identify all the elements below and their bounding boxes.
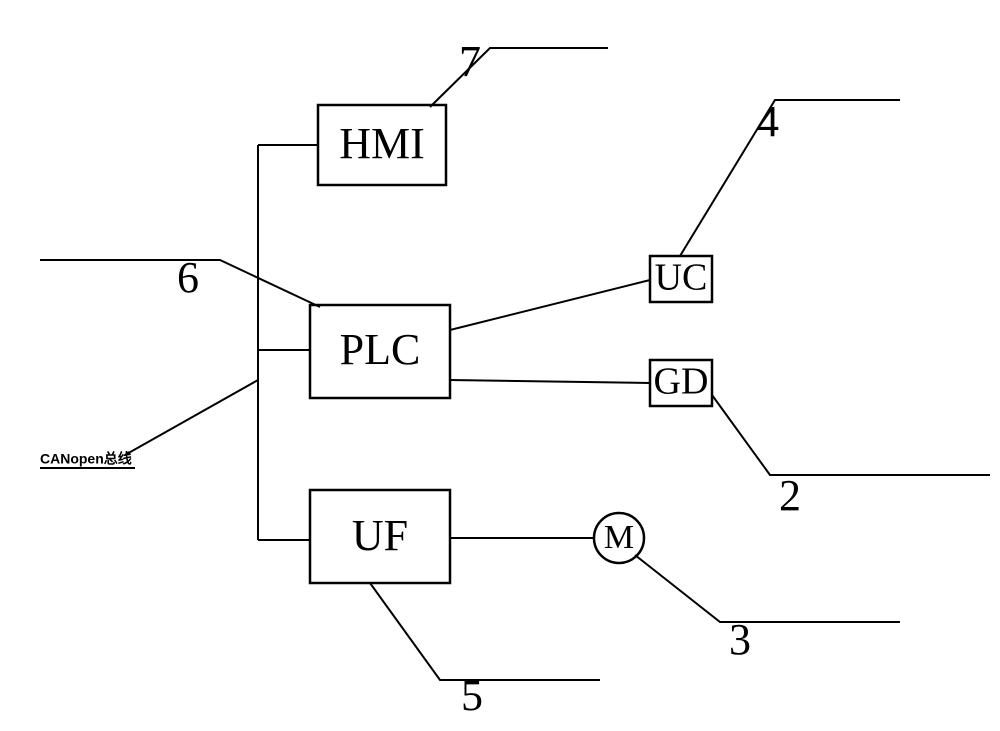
callout-2: 2 <box>712 395 990 520</box>
callout-5-number: 5 <box>461 671 483 720</box>
block-gd: GD <box>650 360 712 406</box>
callout-3: 3 <box>635 555 900 664</box>
block-plc: PLC <box>310 305 450 398</box>
callout-7-number: 7 <box>459 37 481 86</box>
block-m-label: M <box>604 519 634 556</box>
block-gd-label: GD <box>654 361 709 403</box>
callout-3-number: 3 <box>729 615 751 664</box>
callout-7: 7 <box>430 37 608 107</box>
callout-2-number: 2 <box>779 471 801 520</box>
note-canopen-text: CANopen总线 <box>40 451 132 467</box>
connector-plc-gd <box>450 380 650 383</box>
diagram-canvas: HMI PLC UF UC GD M 7 <box>0 0 1000 731</box>
callout-4: 4 <box>680 97 900 256</box>
block-uc-label: UC <box>655 257 708 299</box>
block-uc: UC <box>650 256 712 302</box>
block-hmi-label: HMI <box>339 119 425 168</box>
block-plc-label: PLC <box>340 325 421 374</box>
block-hmi: HMI <box>318 105 446 185</box>
connector-plc-uc <box>450 280 650 330</box>
callout-6: 6 <box>40 253 320 307</box>
block-uf: UF <box>310 490 450 583</box>
block-uf-label: UF <box>352 511 408 560</box>
callout-4-number: 4 <box>757 97 779 146</box>
callout-6-number: 6 <box>177 253 199 302</box>
note-canopen: CANopen总线 <box>40 380 258 468</box>
callout-5: 5 <box>370 583 600 720</box>
